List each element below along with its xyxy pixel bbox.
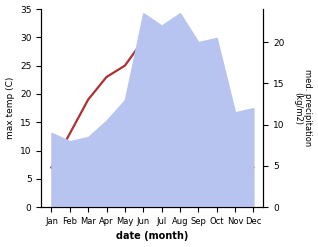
- X-axis label: date (month): date (month): [116, 231, 189, 242]
- Y-axis label: max temp (C): max temp (C): [5, 77, 15, 139]
- Y-axis label: med. precipitation
(kg/m2): med. precipitation (kg/m2): [293, 69, 313, 147]
